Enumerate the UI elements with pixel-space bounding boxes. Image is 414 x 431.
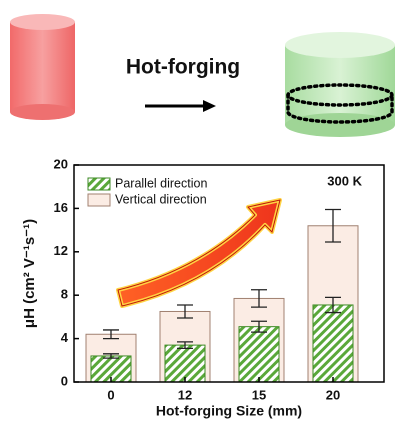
y-tick-label: 8 (61, 287, 68, 302)
error-bar (177, 304, 193, 319)
trend-arrow-outline (117, 199, 281, 307)
bar (312, 304, 354, 383)
error-bar (103, 353, 119, 359)
legend-label: Vertical direction (115, 192, 207, 206)
error-bar (251, 320, 267, 333)
legend-label: Parallel direction (115, 176, 207, 190)
bar (238, 326, 280, 383)
green-cylinder (285, 32, 395, 137)
error-bar (325, 296, 341, 314)
y-tick-label: 20 (54, 156, 68, 171)
bar (164, 344, 206, 383)
legend-swatch (87, 177, 111, 191)
y-axis-label: μH (cm² V⁻¹s⁻¹) (21, 219, 38, 328)
error-bar (177, 341, 193, 350)
y-tick-label: 0 (61, 373, 68, 388)
process-arrow (145, 100, 216, 112)
x-tick-label: 15 (252, 387, 266, 402)
red-cylinder (10, 14, 75, 120)
annotation: 300 K (327, 173, 362, 188)
error-bar (325, 208, 341, 243)
x-tick-label: 20 (326, 387, 340, 402)
legend-swatch (87, 193, 111, 207)
x-tick-label: 12 (178, 387, 192, 402)
y-tick-label: 12 (54, 243, 68, 258)
process-label: Hot-forging (126, 56, 240, 79)
x-axis-label: Hot-forging Size (mm) (156, 403, 302, 419)
error-bar (103, 329, 119, 340)
y-tick-label: 16 (54, 200, 68, 215)
plot-frame (73, 164, 385, 383)
x-tick-label: 0 (107, 387, 114, 402)
error-bar (251, 289, 267, 308)
y-tick-label: 4 (61, 330, 69, 345)
chart: 0 4 8 12 16 20 0 12 15 20 Hot-forging Size (mm) μH … (21, 156, 385, 419)
